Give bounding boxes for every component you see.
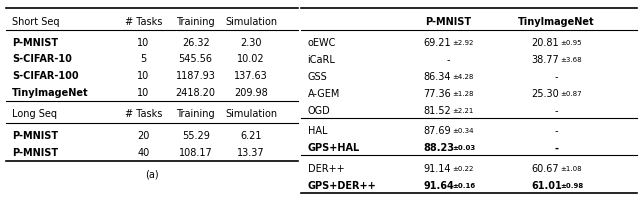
Text: 137.63: 137.63 [234,71,268,81]
Text: ±0.34: ±0.34 [452,128,474,134]
Text: 13.37: 13.37 [237,147,265,157]
Text: 61.01±0.98: 61.01±0.98 [525,180,588,190]
Text: ±0.95: ±0.95 [560,40,582,46]
Text: ±1.08: ±1.08 [560,165,582,171]
Text: P-MNIST: P-MNIST [12,130,58,140]
Text: 10: 10 [137,37,149,47]
Text: A-GEM: A-GEM [307,89,340,99]
Text: 20.81: 20.81 [531,38,559,48]
Text: 88.23: 88.23 [424,143,454,153]
Text: 2418.20: 2418.20 [176,88,216,98]
Text: S-CIFAR-100: S-CIFAR-100 [12,71,79,81]
Text: Training: Training [177,17,215,26]
Text: 91.64±0.16: 91.64±0.16 [417,180,480,190]
Text: 38.77±3.68: 38.77±3.68 [527,55,585,65]
Text: 2.30: 2.30 [240,37,262,47]
Text: ±0.16: ±0.16 [452,182,476,188]
Text: TinyImageNet: TinyImageNet [518,17,595,26]
Text: P-MNIST: P-MNIST [426,17,472,26]
Text: ±4.28: ±4.28 [452,74,474,80]
Text: 55.29: 55.29 [182,130,210,140]
Text: 61.01: 61.01 [531,180,562,190]
Text: 26.32: 26.32 [182,37,209,47]
Text: 5: 5 [140,54,147,64]
Text: 60.67: 60.67 [531,163,559,173]
Text: GPS+HAL: GPS+HAL [307,143,360,153]
Text: 10: 10 [137,88,149,98]
Text: ±0.22: ±0.22 [452,165,474,171]
Text: OGD: OGD [307,105,330,115]
Text: HAL: HAL [307,126,327,136]
Text: P-MNIST: P-MNIST [12,37,58,47]
Text: 1187.93: 1187.93 [176,71,216,81]
Text: 81.52: 81.52 [424,105,451,115]
Text: 209.98: 209.98 [234,88,268,98]
Text: 69.21±2.92: 69.21±2.92 [420,38,477,48]
Text: oEWC: oEWC [307,38,336,48]
Text: 69.21: 69.21 [424,38,451,48]
Text: -: - [554,126,558,136]
Text: 91.14: 91.14 [424,163,451,173]
Text: 25.30: 25.30 [531,89,559,99]
Text: 88.23±0.03: 88.23±0.03 [417,143,480,153]
Text: 25.30±0.87: 25.30±0.87 [527,89,585,99]
Text: ±2.92: ±2.92 [452,40,474,46]
Text: 87.69±0.34: 87.69±0.34 [420,126,477,136]
Text: 81.52±2.21: 81.52±2.21 [420,105,477,115]
Text: # Tasks: # Tasks [125,17,162,26]
Text: ±0.87: ±0.87 [560,90,582,97]
Text: -: - [554,105,558,115]
Text: 77.36±1.28: 77.36±1.28 [420,89,477,99]
Text: -: - [447,55,451,65]
Text: 60.67±1.08: 60.67±1.08 [527,163,585,173]
Text: 38.77: 38.77 [531,55,559,65]
Text: GPS+DER++: GPS+DER++ [307,180,376,190]
Text: S-CIFAR-10: S-CIFAR-10 [12,54,72,64]
Text: ±0.03: ±0.03 [452,145,476,150]
Text: -: - [554,72,558,82]
Text: 77.36: 77.36 [424,89,451,99]
Text: Simulation: Simulation [225,108,277,118]
Text: -: - [554,143,558,153]
Text: 545.56: 545.56 [179,54,212,64]
Text: DER++: DER++ [307,163,344,173]
Text: ±2.21: ±2.21 [452,107,474,114]
Text: 10: 10 [137,71,149,81]
Text: 86.34±4.28: 86.34±4.28 [420,72,477,82]
Text: 86.34: 86.34 [424,72,451,82]
Text: (a): (a) [145,168,159,178]
Text: 87.69: 87.69 [424,126,451,136]
Text: GSS: GSS [307,72,327,82]
Text: ±0.98: ±0.98 [560,182,584,188]
Text: 108.17: 108.17 [179,147,212,157]
Text: 20.81±0.95: 20.81±0.95 [527,38,585,48]
Text: iCaRL: iCaRL [307,55,335,65]
Text: 10.02: 10.02 [237,54,265,64]
Text: 91.14±0.22: 91.14±0.22 [420,163,477,173]
Text: ±1.28: ±1.28 [452,90,474,97]
Text: Short Seq: Short Seq [12,17,60,26]
Text: Training: Training [177,108,215,118]
Text: 40: 40 [137,147,149,157]
Text: 91.64: 91.64 [424,180,454,190]
Text: Simulation: Simulation [225,17,277,26]
Text: # Tasks: # Tasks [125,108,162,118]
Text: Long Seq: Long Seq [12,108,57,118]
Text: ±3.68: ±3.68 [560,57,582,63]
Text: 6.21: 6.21 [240,130,262,140]
Text: (b): (b) [462,201,476,202]
Text: TinyImageNet: TinyImageNet [12,88,89,98]
Text: P-MNIST: P-MNIST [12,147,58,157]
Text: 20: 20 [137,130,150,140]
